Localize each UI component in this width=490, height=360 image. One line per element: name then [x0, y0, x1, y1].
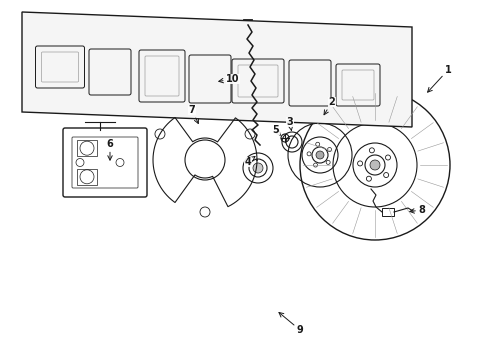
Bar	[382, 208, 394, 216]
Text: 6: 6	[107, 139, 113, 160]
Text: 3: 3	[287, 117, 294, 130]
Text: 7: 7	[189, 105, 198, 123]
Circle shape	[316, 151, 324, 159]
Bar	[77, 140, 97, 156]
Bar	[77, 169, 97, 185]
Text: 9: 9	[279, 312, 303, 335]
Text: 2: 2	[324, 97, 335, 115]
Text: 8: 8	[410, 205, 425, 215]
Circle shape	[253, 163, 263, 173]
Text: 10: 10	[219, 74, 240, 84]
Circle shape	[370, 160, 380, 170]
Polygon shape	[22, 12, 412, 127]
Text: 4: 4	[245, 156, 255, 167]
Text: 5: 5	[272, 125, 280, 135]
Text: 1: 1	[428, 65, 451, 92]
